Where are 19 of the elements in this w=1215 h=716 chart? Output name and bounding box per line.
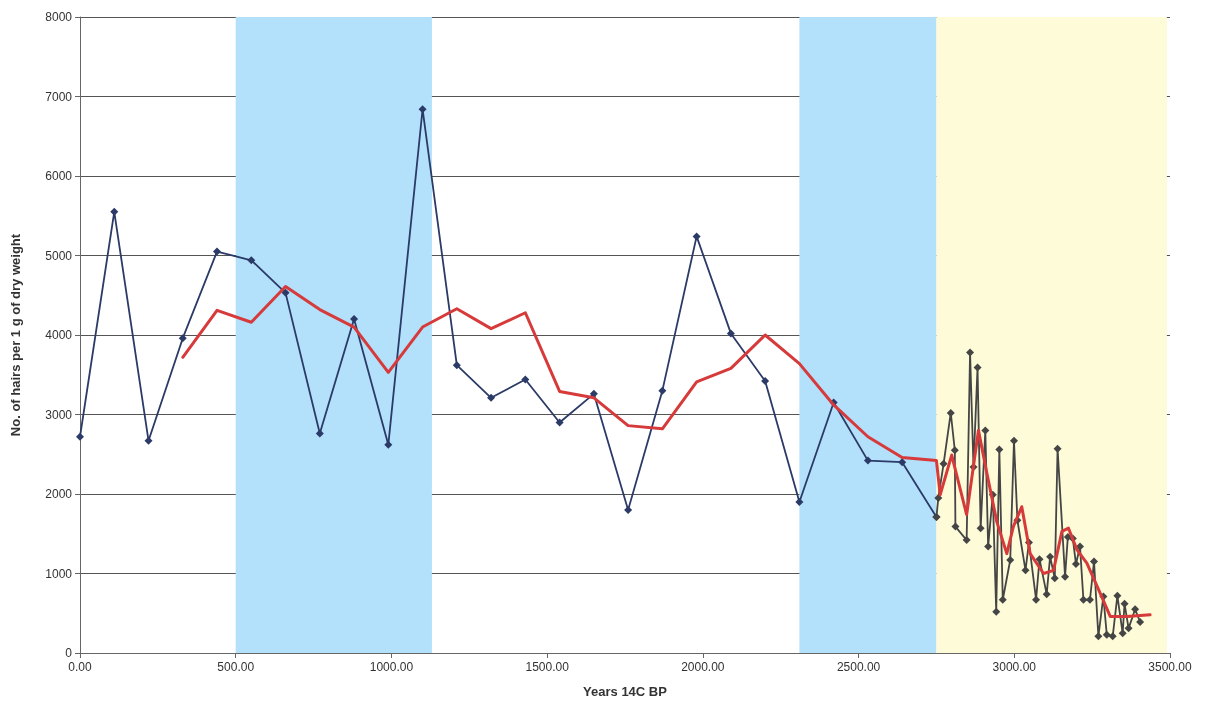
x-tick-label: 500.00 — [217, 660, 255, 674]
y-tick-label: 2000 — [45, 487, 73, 501]
x-tick-label: 3500.00 — [1148, 660, 1193, 674]
y-tick-label: 0 — [65, 646, 73, 660]
y-tick-label: 1000 — [45, 566, 73, 581]
y-tick-label: 7000 — [45, 89, 73, 104]
x-tick-label: 2500.00 — [836, 660, 881, 674]
y-tick-label: 8000 — [45, 10, 73, 24]
x-tick-label: 1000.00 — [369, 660, 414, 674]
y-tick-label: 4000 — [45, 328, 73, 342]
x-tick-label: 3000.00 — [992, 660, 1037, 674]
x-axis-title: Years 14C BP — [583, 684, 668, 699]
y-tick-label: 6000 — [45, 169, 73, 183]
x-tick-label: 0.00 — [68, 660, 92, 674]
y-tick-label: 5000 — [45, 248, 73, 263]
x-tick-label: 1500.00 — [525, 660, 570, 674]
y-tick-label: 3000 — [45, 407, 73, 422]
x-tick-label: 2000.00 — [681, 660, 725, 674]
y-axis-title: No. of hairs per 1 g of dry weight — [8, 233, 23, 437]
